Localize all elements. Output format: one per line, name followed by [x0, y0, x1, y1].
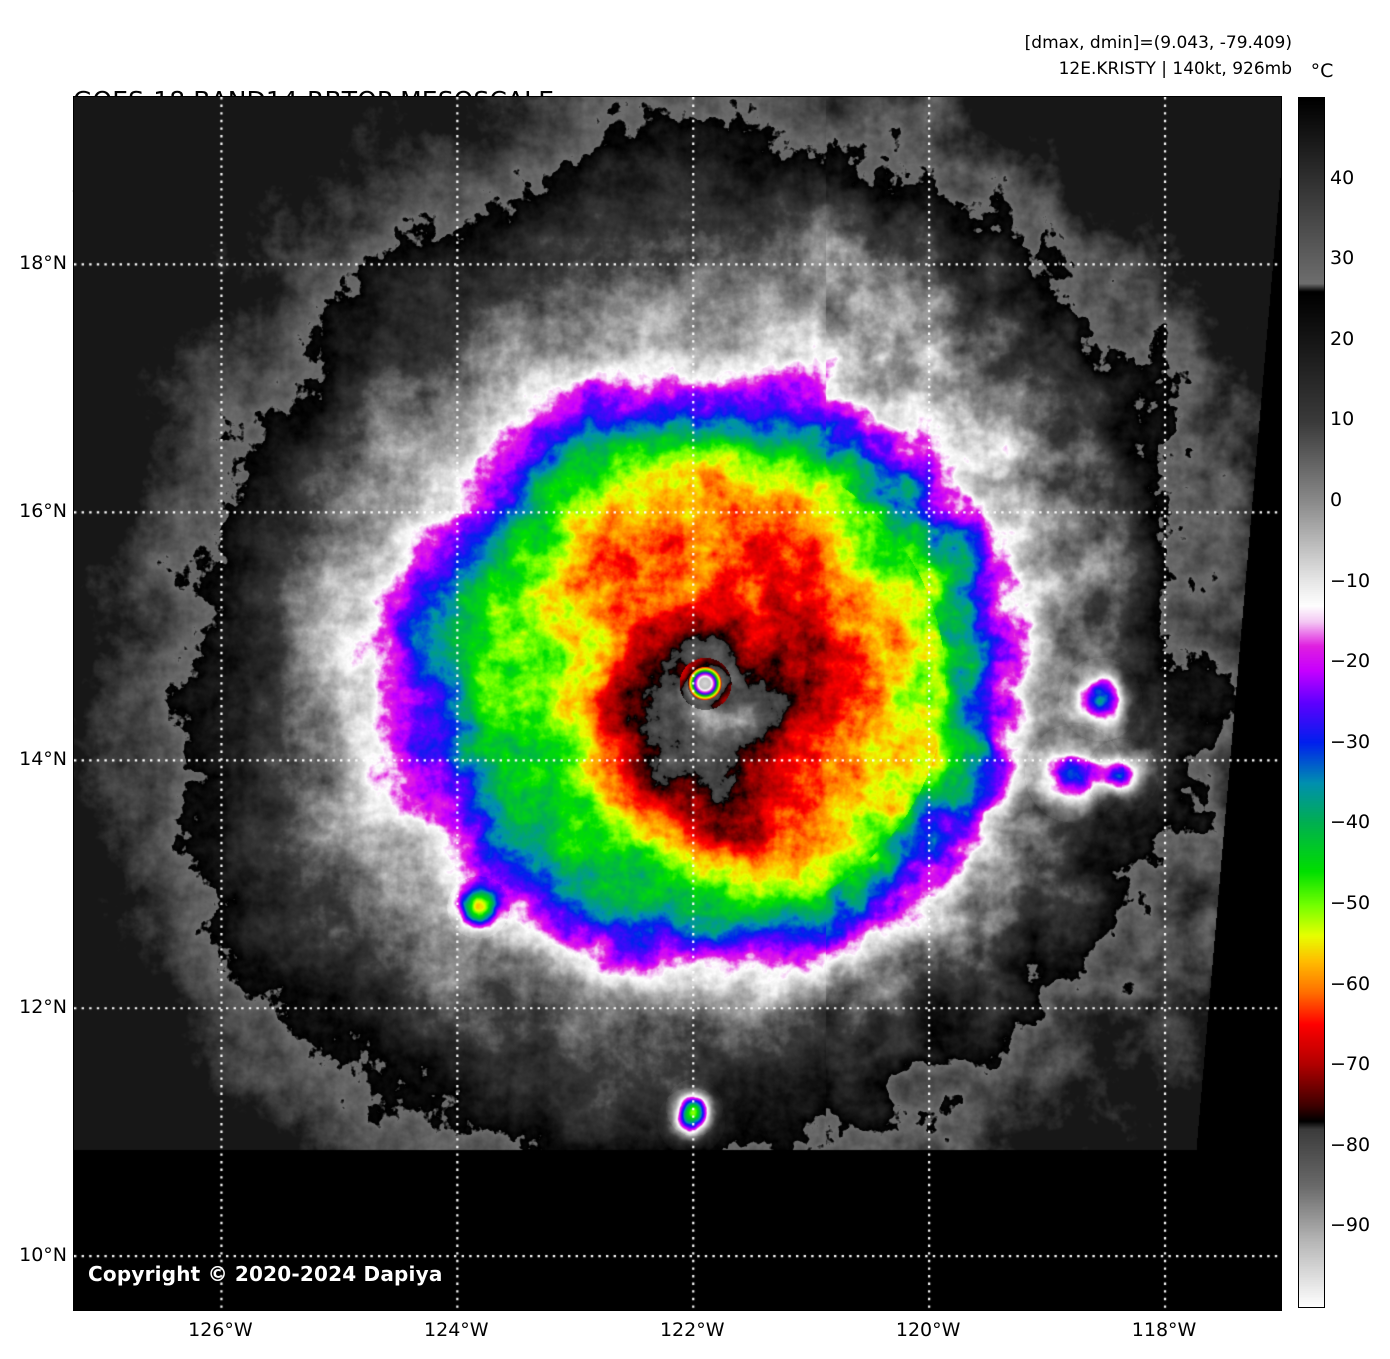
colorbar-gradient — [1298, 97, 1325, 1308]
lat-tick-12: 12°N — [19, 996, 67, 1019]
lon-tick-122: 122°W — [659, 1319, 725, 1341]
lon-tick-126: 126°W — [188, 1319, 253, 1341]
colorbar-tick--50: −50 — [1330, 892, 1371, 914]
colorbar-tick-10: 10 — [1330, 408, 1355, 431]
lon-tick-124: 124°W — [424, 1319, 489, 1341]
colorbar-tick-0: 0 — [1330, 489, 1343, 511]
header-info-block: [dmax, dmin]=(9.043, -79.409) 12E.KRISTY… — [1025, 30, 1292, 82]
lon-tick-120: 120°W — [895, 1319, 961, 1341]
colorbar-unit-label: °C — [1310, 60, 1334, 82]
dmax-dmin-line: [dmax, dmin]=(9.043, -79.409) — [1024, 33, 1292, 53]
colorbar-tick-40: 40 — [1330, 166, 1355, 189]
colorbar — [1298, 97, 1325, 1308]
colorbar-tick-20: 20 — [1330, 327, 1355, 350]
lat-tick-14: 14°N — [19, 748, 67, 771]
colorbar-tick--70: −70 — [1330, 1053, 1371, 1076]
colorbar-tick--80: −80 — [1330, 1133, 1371, 1156]
colorbar-tick--40: −40 — [1330, 811, 1371, 834]
colorbar-tick--60: −60 — [1330, 972, 1371, 995]
copyright-notice: Copyright © 2020-2024 Dapiya — [88, 1262, 443, 1286]
lat-tick-16: 16°N — [19, 500, 67, 523]
colorbar-tick-30: 30 — [1330, 247, 1355, 270]
lat-tick-10: 10°N — [19, 1244, 67, 1267]
satellite-image-plot[interactable]: Copyright © 2020-2024 Dapiya — [73, 96, 1282, 1311]
storm-info-line: 12E.KRISTY | 140kt, 926mb — [1058, 59, 1292, 79]
lat-tick-18: 18°N — [19, 252, 67, 275]
colorbar-tick--20: −20 — [1330, 650, 1371, 673]
colorbar-tick--30: −30 — [1330, 730, 1371, 753]
lon-tick-118: 118°W — [1131, 1319, 1197, 1341]
satellite-imagery-canvas — [74, 97, 1281, 1310]
colorbar-tick--90: −90 — [1330, 1214, 1371, 1237]
colorbar-tick--10: −10 — [1330, 569, 1371, 592]
